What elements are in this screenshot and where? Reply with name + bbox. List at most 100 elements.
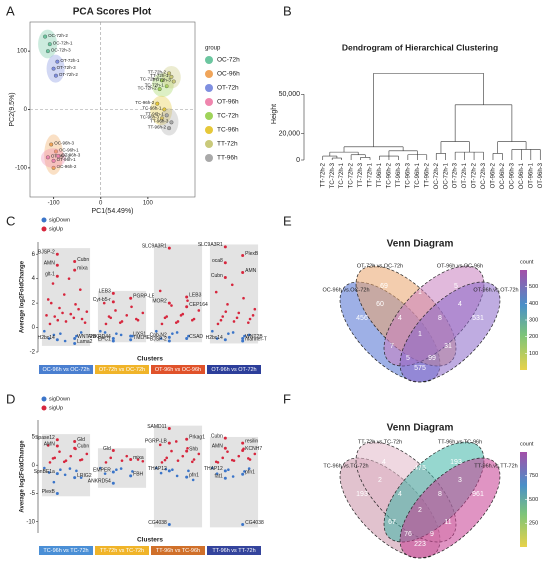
point — [52, 480, 56, 484]
gene-point — [223, 261, 227, 265]
panel-letter: B — [283, 3, 292, 18]
leaf-label: TC-72h-2 — [349, 162, 355, 188]
range-box — [153, 244, 203, 343]
point — [119, 467, 123, 470]
leaf-label: TC-96h-2 — [387, 162, 393, 188]
point — [53, 315, 57, 318]
point-label: OC-72h-1 — [53, 40, 73, 45]
region-count: 2 — [418, 507, 422, 514]
gene-point — [223, 436, 227, 440]
gene-label: THAP12 — [204, 466, 223, 472]
point — [232, 320, 236, 323]
gene-point — [223, 446, 227, 450]
gene-point — [55, 438, 59, 442]
x-tick-label: 100 — [143, 201, 154, 207]
point — [99, 466, 102, 470]
cluster-bar — [151, 546, 205, 555]
point — [174, 321, 178, 324]
leaf-label: OC-72h-3 — [481, 162, 487, 189]
point-label: TC-72h-2 — [138, 85, 158, 90]
point — [214, 290, 218, 294]
region-count: 5 — [454, 283, 458, 290]
region-count: 8 — [438, 315, 442, 322]
gene-point — [55, 338, 59, 342]
point — [114, 309, 117, 312]
gene-point — [129, 338, 133, 342]
colorbar-title: count — [520, 441, 534, 447]
gene-point — [241, 472, 245, 476]
point — [80, 317, 84, 321]
point — [155, 101, 160, 106]
gene-point — [111, 339, 115, 343]
point — [160, 78, 164, 83]
gene-label: Cubn — [211, 433, 223, 439]
region-count: 7 — [390, 343, 394, 350]
cluster-bar — [207, 365, 261, 374]
group-ellipse — [159, 108, 179, 136]
region-count: 76 — [404, 531, 412, 538]
point — [167, 126, 172, 131]
point — [243, 334, 246, 338]
point — [171, 468, 174, 472]
point — [46, 298, 50, 301]
point — [115, 332, 118, 335]
gene-label: resilin — [245, 438, 258, 444]
gene-label: Spase12 — [35, 435, 55, 441]
point — [160, 461, 164, 464]
point — [163, 458, 167, 462]
point — [48, 322, 52, 326]
colorbar-tick-label: 500 — [529, 497, 538, 503]
point — [243, 470, 246, 473]
region-count: 475 — [414, 465, 426, 472]
gene-point — [167, 301, 171, 305]
point — [237, 311, 241, 315]
point — [79, 288, 82, 291]
point-label: TT-96h-1 — [145, 112, 164, 117]
leaf-label: TT-72h-3 — [358, 162, 364, 187]
y-tick-label: 0 — [32, 463, 36, 469]
region-count: 2 — [378, 477, 382, 484]
gene-point — [55, 444, 59, 448]
gene-label: BJSP-2 — [150, 336, 167, 342]
point — [53, 73, 58, 78]
cluster-label: TT-72h vs TC-72h — [100, 548, 144, 554]
point — [49, 301, 53, 305]
point — [46, 444, 50, 447]
gene-label: EMPER — [93, 467, 111, 473]
gene-point — [73, 260, 77, 264]
legend-label: TC-72h — [217, 113, 239, 120]
point — [79, 458, 82, 462]
gene-point — [185, 337, 189, 341]
y-tick-label: 0 — [24, 107, 28, 113]
point — [159, 471, 163, 475]
gene-point — [73, 476, 77, 480]
gene-label: EPC1 — [98, 336, 111, 342]
gene-point — [73, 341, 77, 345]
point — [45, 314, 48, 317]
leaf-label: TT-96h-1 — [377, 162, 383, 187]
x-axis-label: PC1(54.49%) — [91, 208, 133, 215]
gene-label: TMLHE — [133, 335, 151, 341]
leaf-label: TC-96h-1 — [415, 162, 421, 188]
point — [136, 458, 140, 461]
point — [49, 142, 54, 147]
point-label: TT-96h-2 — [148, 124, 167, 129]
chart-title: Venn Diagram — [387, 423, 454, 434]
point-label: OT-96h-3 — [61, 152, 81, 157]
point-label: OC-96h-3 — [54, 141, 74, 146]
group-ellipse — [44, 134, 63, 175]
colorbar — [520, 270, 527, 370]
point — [169, 74, 174, 79]
legend-label: sigDown — [49, 396, 70, 402]
point — [58, 306, 61, 310]
point-label: TT-72h-2 — [148, 70, 167, 75]
point — [62, 293, 66, 296]
point — [174, 440, 178, 443]
colorbar-tick-label: 750 — [529, 473, 538, 479]
gene-point — [73, 268, 77, 272]
point-label: TT-72h-1 — [150, 73, 169, 78]
gene-point — [241, 253, 245, 257]
point — [56, 318, 60, 322]
point — [63, 473, 67, 477]
